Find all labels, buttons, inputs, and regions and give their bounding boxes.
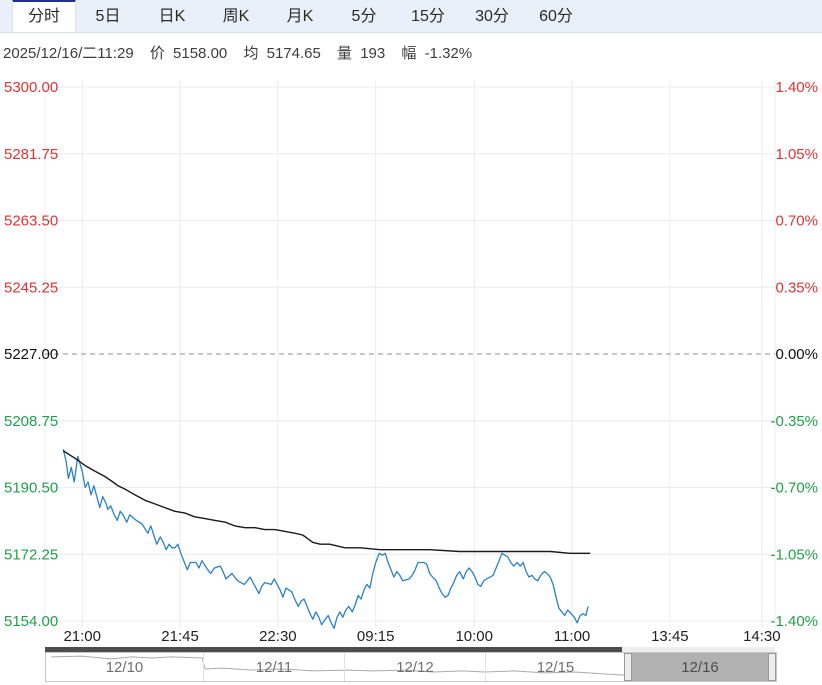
- y-axis-price-label: 5263.50: [4, 213, 58, 230]
- date-navigator: 12/10 12/11 12/12 12/15 12/16: [45, 652, 777, 682]
- y-axis-percent-label: 0.00%: [775, 346, 818, 363]
- period-tab-4[interactable]: 月K: [286, 8, 314, 25]
- price-label: 价: [149, 45, 165, 62]
- y-axis-price-label: 5245.25: [4, 279, 58, 296]
- y-axis-percent-label: 0.35%: [775, 279, 818, 296]
- y-axis-price-label: 5172.25: [4, 546, 58, 563]
- chart-plot-area[interactable]: [45, 80, 775, 628]
- price-line: [62, 448, 589, 629]
- volume-value: 193: [360, 45, 386, 62]
- avg-label: 均: [243, 45, 259, 62]
- period-tab-7[interactable]: 30分: [475, 8, 509, 25]
- x-axis-time-label: 14:30: [743, 628, 781, 645]
- x-axis-time-label: 21:00: [63, 628, 101, 645]
- period-tab-2[interactable]: 日K: [158, 8, 186, 25]
- navigator-date-12-12[interactable]: 12/12: [345, 653, 486, 681]
- y-axis-percent-label: -0.35%: [770, 413, 818, 430]
- navigator-handle-left[interactable]: [624, 653, 632, 681]
- x-axis-time-label: 09:15: [357, 628, 395, 645]
- range-value: -1.32%: [424, 45, 473, 62]
- x-axis-time-label: 13:45: [651, 628, 689, 645]
- avg-value: 5174.65: [266, 45, 321, 62]
- navigator-selection[interactable]: 12/16: [624, 653, 776, 681]
- y-axis-percent-label: 1.40%: [775, 79, 818, 96]
- y-axis-price-label: 5154.00: [4, 613, 58, 630]
- y-axis-price-label: 5281.75: [4, 146, 58, 163]
- period-tabbar: 分时 5日 日K 周K 月K 5分 15分 30分 60分: [0, 0, 822, 33]
- navigator-handle-right[interactable]: [768, 653, 776, 681]
- y-axis-price-label: 5208.75: [4, 413, 58, 430]
- period-tab-3[interactable]: 周K: [222, 8, 250, 25]
- period-tab-1[interactable]: 5日: [95, 8, 121, 25]
- x-axis-time-label: 21:45: [161, 628, 199, 645]
- navigator-sparkline: [51, 655, 625, 676]
- period-tab-8[interactable]: 60分: [539, 8, 573, 25]
- y-axis-percent-label: -1.40%: [770, 613, 818, 630]
- chart-scrollbar-track[interactable]: [45, 647, 775, 652]
- navigator-date-12-10[interactable]: 12/10: [46, 653, 204, 681]
- y-axis-percent-label: 1.05%: [775, 146, 818, 163]
- x-axis-time-label: 11:00: [554, 628, 590, 645]
- y-axis-percent-label: -1.05%: [770, 546, 818, 563]
- range-label: 幅: [401, 45, 417, 62]
- period-tab-5[interactable]: 5分: [351, 8, 377, 25]
- y-axis-price-label: 5190.50: [4, 480, 58, 497]
- price-value: 5158.00: [173, 45, 228, 62]
- y-axis-percent-label: -0.70%: [770, 480, 818, 497]
- chart-scrollbar-fill[interactable]: [45, 647, 622, 652]
- quote-info-bar: 2025/12/16/二11:29 价 5158.00 均 5174.65 量 …: [3, 42, 819, 64]
- volume-label: 量: [337, 45, 353, 62]
- navigator-sparkline-path: [51, 655, 625, 676]
- x-axis-time-label: 10:00: [455, 628, 493, 645]
- navigator-selected-date[interactable]: 12/16: [632, 653, 768, 681]
- y-axis-percent-label: 0.70%: [775, 213, 818, 230]
- quote-datetime: 2025/12/16/二11:29: [3, 45, 134, 62]
- y-axis-price-label: 5300.00: [4, 79, 58, 96]
- period-tab-0-active[interactable]: 分时: [12, 0, 76, 32]
- y-axis-price-label: 5227.00: [4, 346, 58, 363]
- navigator-date-12-15[interactable]: 12/15: [486, 653, 626, 681]
- average-line: [62, 450, 591, 554]
- period-tab-6[interactable]: 15分: [411, 8, 445, 25]
- navigator-date-12-11[interactable]: 12/11: [204, 653, 345, 681]
- x-axis-time-label: 22:30: [259, 628, 297, 645]
